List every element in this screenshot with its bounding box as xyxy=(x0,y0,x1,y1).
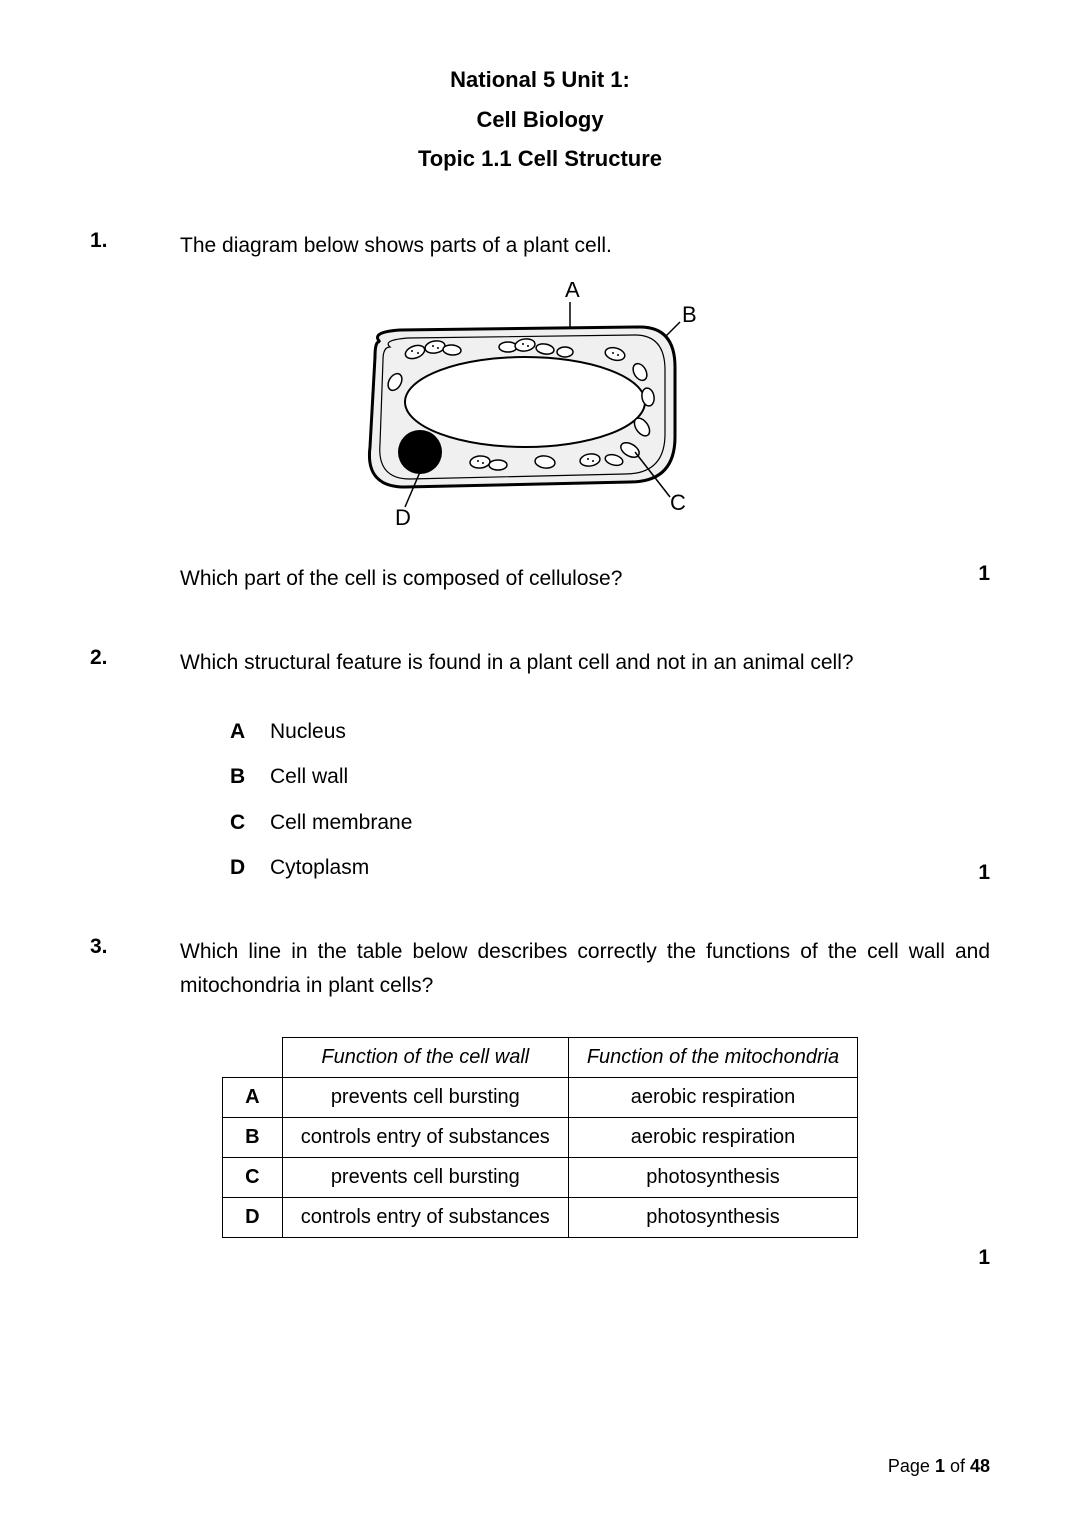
row-letter: A xyxy=(222,1078,282,1118)
cell: photosynthesis xyxy=(568,1198,857,1238)
option-letter: D xyxy=(230,851,270,885)
row-letter: B xyxy=(222,1118,282,1158)
option-letter: B xyxy=(230,760,270,794)
header-line-1: National 5 Unit 1: xyxy=(90,60,990,100)
table-header-blank xyxy=(222,1038,282,1078)
q1-mark: 1 xyxy=(950,562,990,586)
cell: controls entry of substances xyxy=(282,1118,568,1158)
option-letter: A xyxy=(230,715,270,749)
option-text: Cell wall xyxy=(270,760,930,794)
cell: controls entry of substances xyxy=(282,1198,568,1238)
q3-table-wrap: Function of the cell wall Function of th… xyxy=(90,1037,990,1238)
row-letter: D xyxy=(222,1198,282,1238)
question-1: 1. The diagram below shows parts of a pl… xyxy=(90,229,990,596)
table-header-2: Function of the mitochondria xyxy=(568,1038,857,1078)
question-3: 3. Which line in the table below describ… xyxy=(90,935,990,1270)
table-row: C prevents cell bursting photosynthesis xyxy=(222,1158,857,1198)
q1-prompt: The diagram below shows parts of a plant… xyxy=(180,229,990,263)
table-header-1: Function of the cell wall xyxy=(282,1038,568,1078)
diagram-label-c: C xyxy=(670,490,686,515)
footer-prefix: Page xyxy=(888,1456,935,1476)
diagram-label-d: D xyxy=(395,505,411,527)
q1-number: 1. xyxy=(90,229,180,253)
q1-diagram: A B xyxy=(90,282,990,532)
header-line-3: Topic 1.1 Cell Structure xyxy=(90,139,990,179)
cell: aerobic respiration xyxy=(568,1118,857,1158)
q2-option-c: C Cell membrane xyxy=(230,806,930,840)
table-row: A prevents cell bursting aerobic respira… xyxy=(222,1078,857,1118)
cell: prevents cell bursting xyxy=(282,1158,568,1198)
q2-option-d: D Cytoplasm xyxy=(230,851,930,885)
q3-prompt: Which line in the table below describes … xyxy=(180,935,990,1002)
question-2: 2. Which structural feature is found in … xyxy=(90,646,990,885)
footer-current: 1 xyxy=(935,1456,945,1476)
diagram-label-a: A xyxy=(565,282,580,302)
q2-option-a: A Nucleus xyxy=(230,715,930,749)
option-letter: C xyxy=(230,806,270,840)
table-row: D controls entry of substances photosynt… xyxy=(222,1198,857,1238)
q1-subprompt: Which part of the cell is composed of ce… xyxy=(180,562,930,596)
footer-total: 48 xyxy=(970,1456,990,1476)
option-text: Cytoplasm xyxy=(270,851,930,885)
q2-prompt: Which structural feature is found in a p… xyxy=(180,646,990,680)
cell: aerobic respiration xyxy=(568,1078,857,1118)
q2-option-b: B Cell wall xyxy=(230,760,930,794)
option-text: Nucleus xyxy=(270,715,930,749)
diagram-label-b: B xyxy=(682,302,697,327)
plant-cell-diagram: A B xyxy=(330,282,750,527)
cell: photosynthesis xyxy=(568,1158,857,1198)
q3-table: Function of the cell wall Function of th… xyxy=(222,1037,858,1238)
header-line-2: Cell Biology xyxy=(90,100,990,140)
option-text: Cell membrane xyxy=(270,806,930,840)
row-letter: C xyxy=(222,1158,282,1198)
q2-mark: 1 xyxy=(950,861,990,885)
document-header: National 5 Unit 1: Cell Biology Topic 1.… xyxy=(90,60,990,179)
table-row: B controls entry of substances aerobic r… xyxy=(222,1118,857,1158)
q3-mark: 1 xyxy=(950,1246,990,1270)
q2-number: 2. xyxy=(90,646,180,670)
footer-middle: of xyxy=(945,1456,970,1476)
cell: prevents cell bursting xyxy=(282,1078,568,1118)
q2-options: A Nucleus B Cell wall C Cell membrane D … xyxy=(230,715,930,885)
page-footer: Page 1 of 48 xyxy=(888,1456,990,1477)
q3-number: 3. xyxy=(90,935,180,959)
